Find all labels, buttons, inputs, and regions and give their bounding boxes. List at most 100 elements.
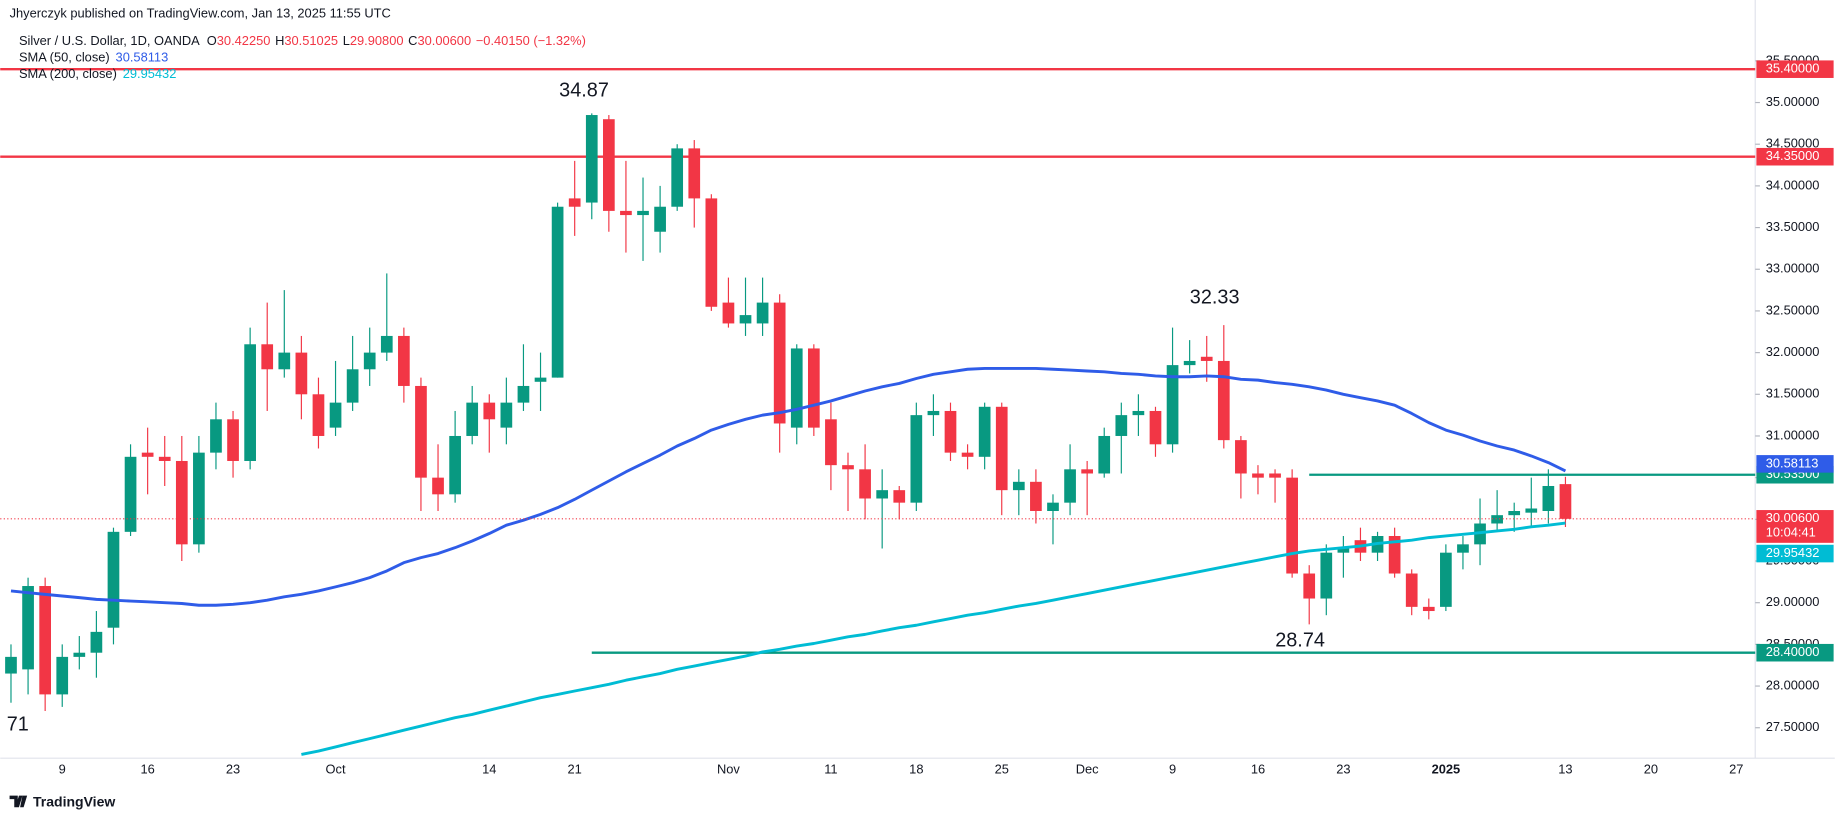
x-tick-label: 2025 [1432,761,1461,776]
candle-body [995,406,1008,491]
candle-body [1508,510,1521,516]
y-tick-label: 27.50000 [1766,719,1820,734]
y-tick-label: 31.00000 [1766,427,1820,442]
x-tick-label: 16 [140,761,154,776]
candle-body [158,456,171,461]
x-tick-label: 14 [482,761,496,776]
ohlc-value: 29.90800 [350,34,404,49]
y-tick-label: 29.00000 [1766,594,1820,609]
candle-body [90,631,103,653]
candle-body [722,302,735,324]
candle-body [1491,515,1503,524]
ohlc-label: O [207,34,217,49]
x-tick-label: 23 [1336,761,1350,776]
x-tick-label: Dec [1076,761,1099,776]
y-tick-label: 28.00000 [1766,677,1820,692]
candle-body [1320,552,1333,599]
candle-body [637,210,649,216]
annotation: 71 [7,714,29,736]
x-tick-label: 20 [1644,761,1658,776]
y-tick-label: 33.00000 [1766,261,1820,276]
candle-body [1457,544,1469,553]
candle-body [807,348,820,428]
candle-body [568,198,581,207]
candle-body [1440,552,1452,607]
candle-body [1149,410,1162,445]
candle-body [893,490,906,503]
plot: 27.5000028.0000028.5000029.0000029.50000… [0,52,1834,776]
candle-body [1047,502,1059,511]
candle-body [449,435,461,495]
candle-body [1286,477,1298,574]
legend-name: SMA (50, close) [19,50,110,65]
x-tick-label: 18 [909,761,923,776]
y-tick-label: 34.50000 [1766,136,1820,151]
candle-body [278,352,291,370]
candle-body [551,206,564,378]
footer-logo [9,795,28,808]
candle-body [329,402,342,428]
annotation: 32.33 [1190,287,1240,309]
y-tick-label: 34.00000 [1766,177,1820,192]
candle-body [432,477,444,495]
candle-body [175,460,188,545]
candle-body [56,656,69,695]
footer-brand: TradingView [33,793,115,809]
legend-value: 30.58113 [116,50,169,65]
x-tick-label: 11 [824,761,837,776]
x-tick-label: Oct [326,761,346,776]
candle-body [620,210,632,216]
symbol-legend: Silver / U.S. Dollar, 1D, OANDA O30.42250… [19,34,586,49]
candle-body [978,406,991,457]
candle-body [124,456,137,532]
annotation: 28.74 [1275,629,1325,651]
candle-body [825,419,837,466]
candle-body [1030,481,1042,511]
candle-body [1269,473,1281,478]
candle-body [107,531,120,628]
candle-body [1525,508,1538,513]
x-tick-label: Nov [717,761,740,776]
published-note: Jhyerczyk published on TradingView.com, … [10,5,391,20]
candle-body [671,148,684,207]
candle-body [73,652,86,657]
countdown: 10:04:41 [1766,524,1816,539]
y-tick-label: 31.50000 [1766,386,1820,401]
candle-body [346,369,359,403]
annotation: 34.87 [559,80,609,102]
candle-body [517,385,530,403]
candle-body [295,352,308,395]
price-badge-label: 35.40000 [1766,61,1820,76]
x-tick-label: 16 [1251,761,1265,776]
x-tick-label: 9 [59,761,66,776]
x-tick-label: 13 [1558,761,1572,776]
price-badge [1756,455,1834,473]
price-badge-label: 34.35000 [1766,148,1820,163]
candle-body [927,410,940,416]
y-tick-label: 32.00000 [1766,344,1820,359]
candle-body [312,394,325,436]
legend-entry: SMA (200, close) 29.95432 [19,66,176,81]
y-tick-label: 35.00000 [1766,94,1820,109]
candle-body [39,586,51,695]
candle-body [534,377,547,382]
sma-line [301,521,1566,756]
candle-body [1166,365,1179,445]
candle-body [1388,536,1401,574]
candle-body [1303,573,1316,599]
price-badge-label: 30.00600 [1766,510,1820,525]
candle-body [5,656,17,674]
candle-body [466,402,479,436]
candle-body [705,198,718,307]
candle-body [1132,410,1145,416]
symbol: Silver / U.S. Dollar, 1D, OANDA [19,34,200,49]
candle-body [141,452,154,457]
candle-body [1422,606,1435,612]
legend-name: SMA (200, close) [19,66,117,81]
candle-body [585,115,598,203]
candle-body [1405,573,1418,607]
candle-body [210,419,222,453]
legend-entry: SMA (50, close) 30.58113 [19,50,168,65]
